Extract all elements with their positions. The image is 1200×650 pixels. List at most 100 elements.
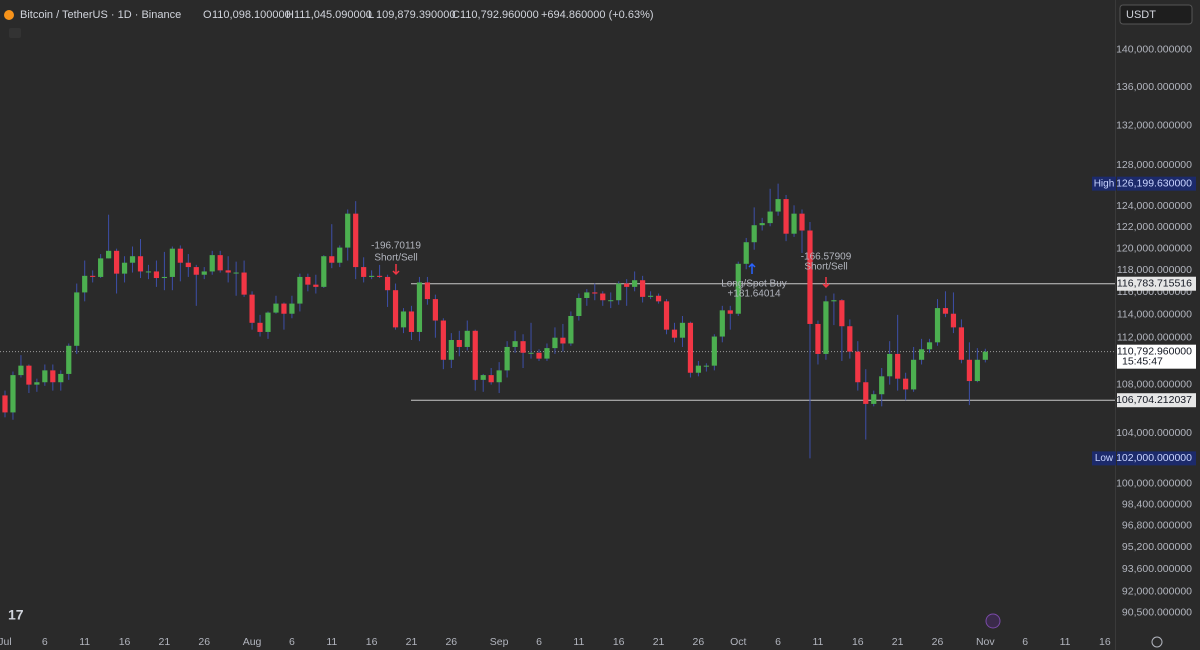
level-label-box	[1117, 276, 1196, 291]
candle-body	[297, 276, 303, 304]
candle-body	[807, 230, 813, 324]
y-tick-label: 96,800.000000	[1122, 520, 1192, 532]
candle-body	[392, 290, 399, 328]
y-tick-label: 112,000.000000	[1117, 331, 1192, 343]
x-tick-label: 16	[1099, 636, 1111, 648]
marker-value-box	[1117, 451, 1196, 466]
candle-body	[552, 337, 558, 349]
candle-body	[432, 299, 438, 321]
annotation-arrow	[748, 262, 756, 274]
x-tick-label: 6	[42, 636, 48, 648]
annotation-text: Short/Sell	[374, 253, 417, 264]
y-tick-label: 95,200.000000	[1122, 541, 1192, 553]
marker-tag: High	[1094, 178, 1115, 189]
x-tick-label: 6	[1022, 636, 1028, 648]
x-tick-label: Sep	[490, 636, 509, 648]
candle-body	[26, 365, 32, 385]
candle-body	[137, 256, 144, 272]
annotation-arrow	[392, 264, 400, 276]
collapse-button[interactable]	[9, 28, 21, 38]
legend-key: L	[368, 9, 374, 21]
x-tick-label: 16	[366, 636, 378, 648]
candle-body	[472, 330, 478, 380]
candle-body	[416, 282, 423, 332]
x-tick-label: 26	[198, 636, 210, 648]
candle-body	[624, 283, 630, 287]
x-tick-label: 16	[852, 636, 864, 648]
y-tick-label: 108,000.000000	[1116, 378, 1192, 390]
candle-body	[369, 275, 375, 277]
settings-icon[interactable]	[1151, 636, 1163, 648]
candle-body	[456, 340, 462, 347]
candle-body	[831, 300, 837, 302]
candle-body	[727, 310, 733, 314]
candle-body	[281, 303, 287, 314]
x-tick-label: 11	[573, 636, 584, 648]
candle-body	[464, 330, 470, 347]
candle-body	[376, 275, 383, 277]
lightning-icon[interactable]	[985, 613, 1001, 629]
candle-body	[249, 294, 255, 323]
candle-body	[129, 256, 136, 263]
marker-tag: Low	[1095, 453, 1114, 464]
legend-key: H	[286, 9, 294, 21]
candle-body	[703, 365, 709, 367]
candle-body	[910, 359, 917, 390]
candle-body	[568, 315, 574, 344]
candle-body	[193, 267, 199, 275]
candle-body	[504, 346, 510, 371]
currency-label[interactable]: USDT	[1126, 9, 1156, 21]
chart-title: Bitcoin / TetherUS · 1D · Binance	[20, 9, 181, 21]
x-tick-label: 21	[892, 636, 904, 648]
candle-body	[329, 256, 335, 263]
currency-button[interactable]	[1119, 4, 1193, 25]
candle-body	[520, 341, 526, 353]
candle-body	[958, 327, 965, 360]
y-tick-label: 93,600.000000	[1122, 563, 1192, 575]
candle-body	[982, 351, 988, 360]
candle-body	[10, 375, 16, 413]
candle-body	[775, 199, 781, 212]
candle-body	[185, 262, 191, 268]
legend-change: +694.860000 (+0.63%)	[541, 9, 654, 21]
candle-body	[767, 211, 773, 224]
candle-body	[879, 376, 885, 395]
candle-body	[496, 370, 502, 383]
candle-body	[759, 223, 765, 226]
candle-body	[2, 395, 8, 413]
candle-body	[408, 311, 415, 332]
marker-value: 102,000.000000	[1116, 452, 1192, 464]
y-tick-label: 104,000.000000	[1116, 427, 1192, 439]
annotation-text: +181.64014	[727, 289, 781, 300]
candle-body	[313, 284, 319, 287]
candle-body	[233, 272, 239, 274]
x-tick-label: Jul	[0, 636, 12, 648]
candle-body	[855, 351, 861, 383]
candle-body	[345, 213, 351, 248]
y-tick-label: 100,000.000000	[1116, 478, 1192, 490]
candle-body	[113, 250, 120, 274]
x-tick-label: 11	[812, 636, 823, 648]
candle-body	[42, 370, 48, 383]
candle-body	[321, 256, 327, 287]
candle-body	[241, 272, 247, 295]
candle-body	[895, 353, 901, 379]
x-tick-label: 11	[79, 636, 90, 648]
candle-body	[50, 370, 56, 383]
y-tick-label: 118,000.000000	[1117, 264, 1192, 276]
candle-body	[823, 301, 829, 354]
candle-body	[34, 382, 40, 385]
candle-body	[934, 308, 941, 343]
candle-body	[592, 292, 598, 294]
candle-body	[169, 248, 175, 277]
candle-body	[863, 382, 869, 404]
candle-body	[903, 378, 909, 390]
x-tick-label: 16	[119, 636, 131, 648]
annotation-text: Short/Sell	[804, 262, 847, 273]
candle-body	[783, 199, 789, 234]
candle-body	[384, 276, 391, 291]
y-tick-label: 92,000.000000	[1122, 585, 1192, 597]
tv-logo: 17	[8, 607, 24, 623]
annotation-text: -196.70119	[371, 241, 421, 252]
